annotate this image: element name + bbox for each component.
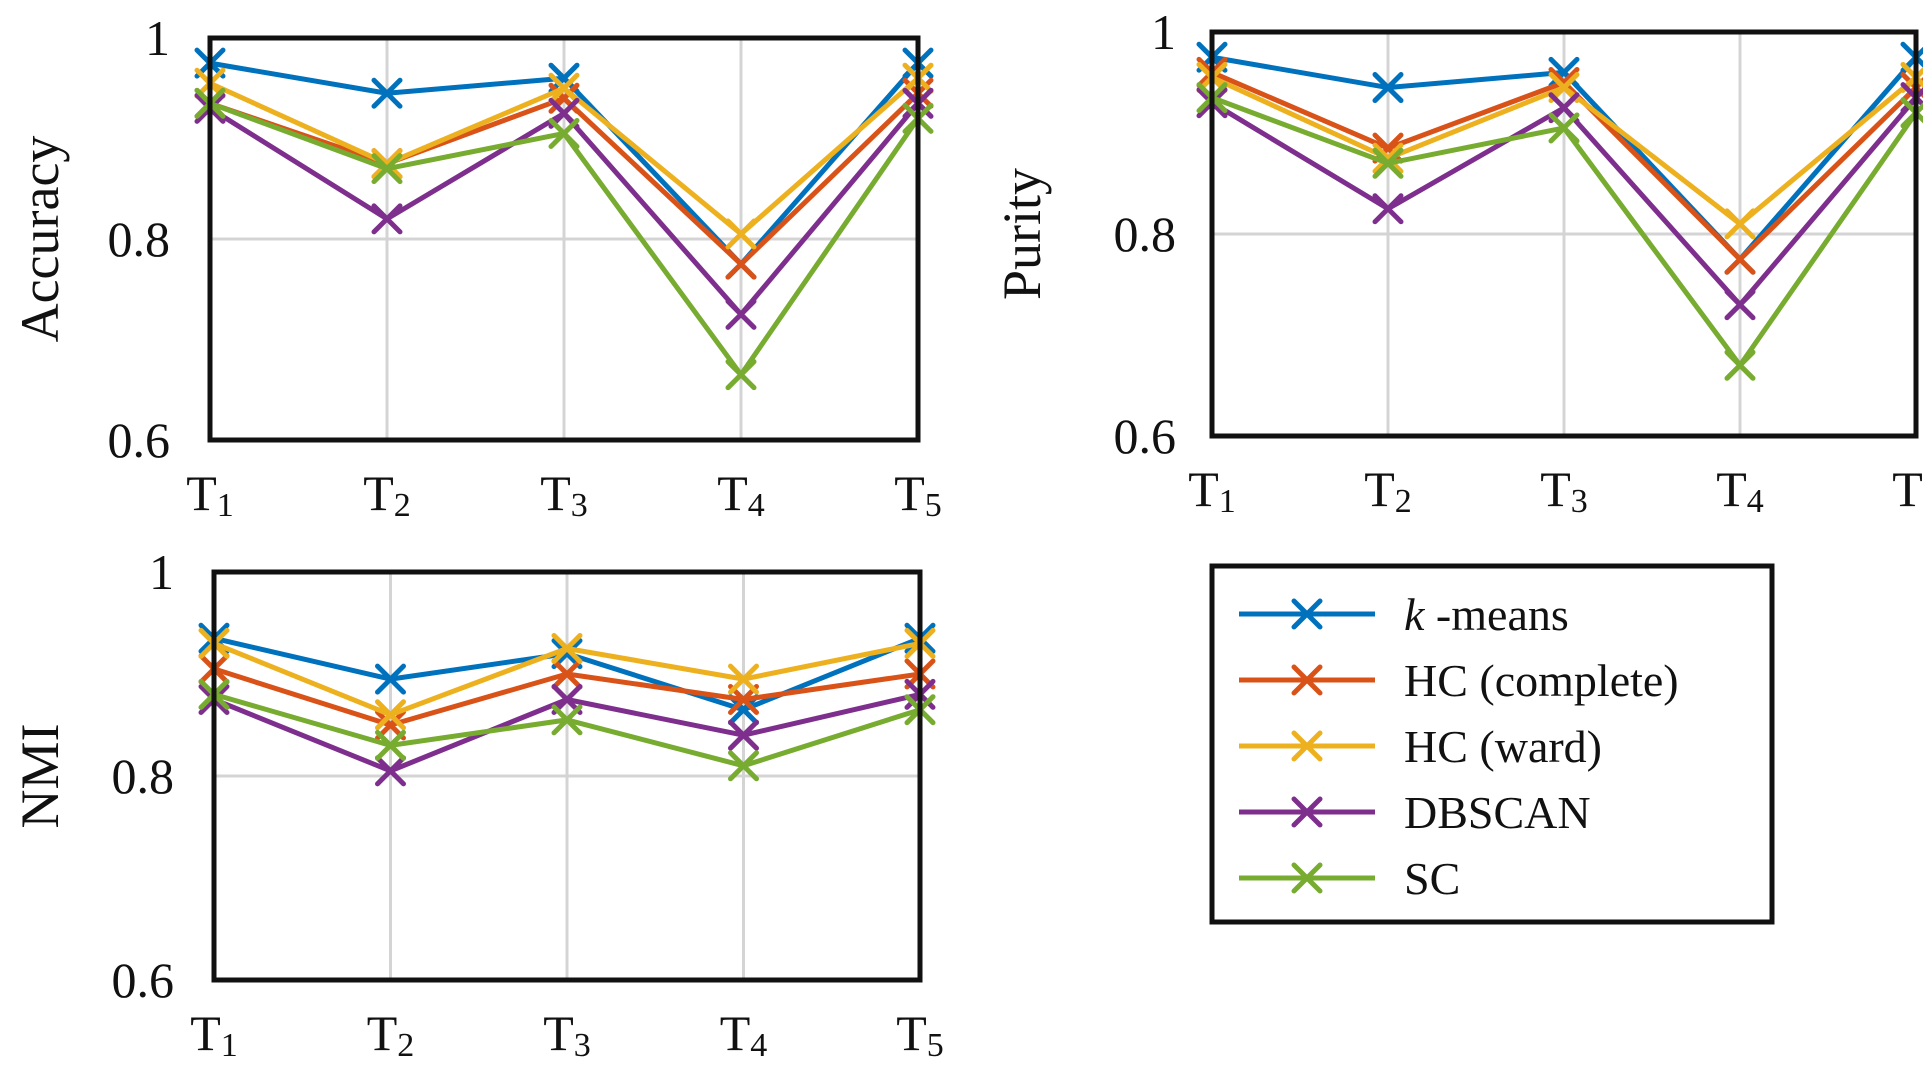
x-tick-label: T4: [720, 1005, 768, 1064]
legend-marker: [1291, 664, 1323, 696]
legend-entry: k -means: [1239, 589, 1569, 640]
axes-box: [207, 35, 921, 443]
y-tick-label: 0.8: [1114, 206, 1177, 262]
legend-marker: [1291, 598, 1323, 630]
data-point-marker: [1372, 142, 1404, 174]
data-point-marker: [1548, 112, 1580, 144]
data-point-marker: [1372, 72, 1404, 104]
x-tick-label: T4: [1716, 461, 1764, 520]
data-point-marker: [1724, 208, 1756, 240]
legend-marker: [1291, 862, 1323, 894]
y-tick-label: 0.6: [112, 952, 175, 1008]
data-point-marker: [548, 72, 580, 104]
series-sc: [1196, 82, 1923, 381]
data-point-marker: [728, 663, 759, 695]
legend-label: DBSCAN: [1404, 787, 1591, 838]
data-point-marker: [371, 203, 403, 235]
y-tick-label: 0.6: [108, 412, 171, 468]
data-point-marker: [728, 750, 759, 782]
data-point-marker: [551, 633, 583, 664]
data-point-marker: [375, 699, 406, 731]
axes-box: [211, 569, 923, 983]
data-point-marker: [1724, 349, 1756, 381]
y-axis-label: Purity: [992, 168, 1052, 300]
series-sc: [198, 678, 936, 782]
data-point-marker: [728, 694, 759, 726]
x-tick-label: T5: [896, 1005, 944, 1064]
data-point-marker: [1372, 147, 1404, 179]
data-point-marker: [1724, 243, 1756, 275]
legend-entry: SC: [1239, 853, 1460, 904]
x-tick-label: T1: [1188, 461, 1236, 520]
panel-accuracy: 0.6 0.8 1 T1 T2 T3 T4 T5 Accuracy: [10, 10, 942, 524]
data-point-marker: [725, 298, 757, 330]
legend-entry: DBSCAN: [1239, 787, 1591, 838]
data-point-marker: [371, 148, 403, 180]
x-tick-label: T4: [717, 465, 765, 524]
data-point-marker: [725, 359, 757, 391]
x-tick-label: T1: [186, 465, 234, 524]
y-tick-label: 0.8: [108, 211, 171, 267]
x-tick-label: T3: [543, 1005, 591, 1064]
data-point-marker: [548, 117, 580, 149]
data-point-marker: [375, 755, 406, 787]
x-tick-label: T5: [894, 465, 942, 524]
legend: k -means HC (complete) HC (ward) DBSCAN SC: [1209, 563, 1775, 925]
series-hc-ward: [198, 627, 936, 731]
x-tick-label: T2: [363, 465, 411, 524]
series-hc-ward: [1196, 61, 1923, 240]
x-tick-label: T3: [540, 465, 588, 524]
x-tick-label: T3: [1540, 461, 1588, 520]
data-point-marker: [725, 248, 757, 280]
legend-marker: [1291, 796, 1323, 828]
axes-box: [1209, 29, 1919, 439]
legend-marker: [1291, 730, 1323, 762]
legend-label: HC (complete): [1404, 655, 1679, 706]
x-tick-label: T2: [367, 1005, 415, 1064]
y-axis-label: Accuracy: [10, 136, 70, 343]
data-point-marker: [371, 77, 403, 109]
data-point-marker: [551, 658, 583, 690]
y-tick-label: 0.6: [1114, 408, 1177, 464]
x-tick-label: T1: [190, 1005, 238, 1064]
data-point-marker: [551, 704, 583, 736]
data-point-marker: [725, 218, 757, 250]
legend-entry: HC (ward): [1239, 721, 1602, 772]
x-tick-label: T2: [1364, 461, 1412, 520]
y-axis-label: NMI: [10, 724, 70, 829]
legend-label: SC: [1404, 853, 1460, 904]
y-tick-label: 1: [149, 544, 174, 600]
panel-purity: 0.6 0.8 1 T1 T2 T3 T4 T5 Purity: [992, 4, 1923, 520]
data-point-marker: [728, 719, 759, 751]
legend-entry: HC (complete): [1239, 655, 1679, 706]
panel-nmi: 0.6 0.8 1 T1 T2 T3 T4 T5 NMI: [10, 544, 944, 1064]
x-tick-label: T5: [1892, 461, 1923, 520]
data-point-marker: [1372, 193, 1404, 225]
legend-label: HC (ward): [1404, 721, 1602, 772]
data-point-marker: [375, 729, 406, 761]
legend-label: k -means: [1404, 589, 1569, 640]
data-point-marker: [1724, 289, 1756, 321]
data-point-marker: [375, 663, 406, 695]
data-point-marker: [371, 153, 403, 185]
y-tick-label: 0.8: [112, 748, 175, 804]
y-tick-label: 1: [145, 10, 170, 66]
y-tick-label: 1: [1151, 4, 1176, 60]
